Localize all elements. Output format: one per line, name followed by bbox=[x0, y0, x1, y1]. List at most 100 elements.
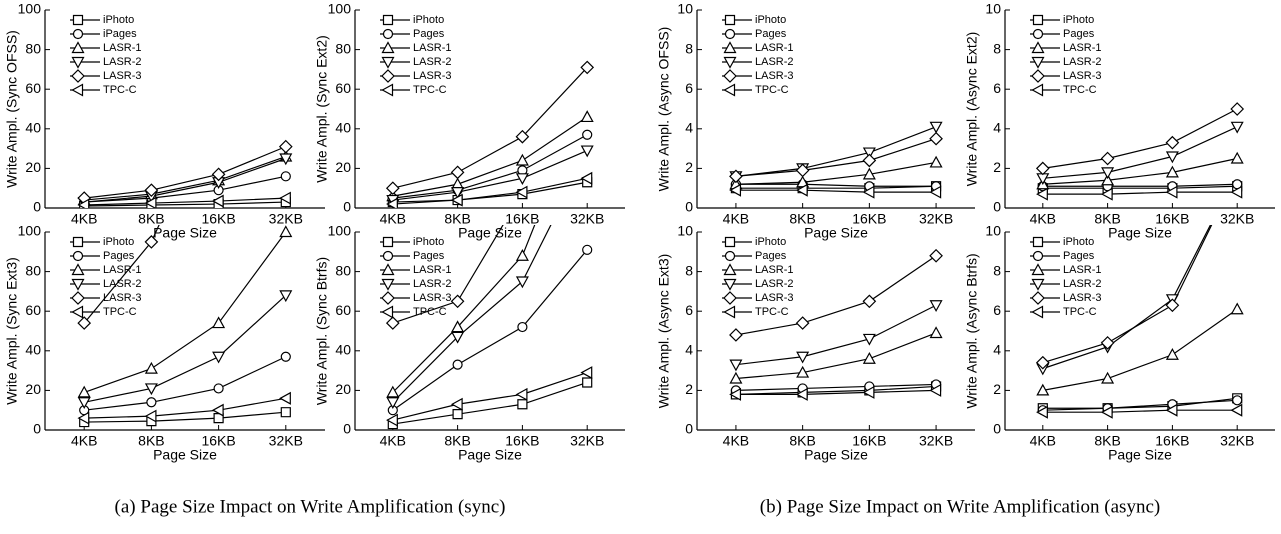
legend-label: LASR-2 bbox=[413, 278, 452, 290]
y-tick-label: 40 bbox=[25, 342, 41, 358]
legend-marker bbox=[74, 252, 83, 261]
legend-label: Pages bbox=[413, 250, 445, 262]
x-axis-label: Page Size bbox=[153, 225, 217, 241]
y-tick-label: 8 bbox=[685, 262, 693, 278]
legend-label: LASR-2 bbox=[413, 56, 452, 68]
series-line bbox=[393, 151, 587, 201]
y-tick-label: 0 bbox=[343, 421, 351, 437]
legend-marker bbox=[724, 292, 736, 304]
y-tick-label: 6 bbox=[993, 302, 1001, 318]
y-tick-label: 0 bbox=[33, 421, 41, 437]
series-line bbox=[84, 159, 286, 203]
x-tick-label: 4KB bbox=[71, 433, 97, 449]
y-tick-label: 100 bbox=[18, 223, 42, 239]
legend-marker bbox=[724, 70, 736, 82]
marker bbox=[582, 367, 592, 378]
y-tick-label: 60 bbox=[25, 302, 41, 318]
x-axis-label: Page Size bbox=[804, 225, 868, 241]
series-line bbox=[393, 373, 587, 421]
marker bbox=[1232, 153, 1243, 163]
legend-label: LASR-3 bbox=[103, 292, 142, 304]
legend-marker bbox=[74, 238, 83, 247]
legend-marker bbox=[74, 30, 83, 39]
marker bbox=[518, 400, 527, 409]
caption: (a) Page Size Impact on Write Amplificat… bbox=[115, 496, 506, 517]
legend-label: Pages bbox=[1063, 250, 1095, 262]
legend-marker bbox=[73, 85, 83, 96]
legend-marker bbox=[1033, 307, 1043, 318]
legend-label: LASR-1 bbox=[1063, 42, 1102, 54]
marker bbox=[280, 227, 291, 237]
legend-marker bbox=[384, 238, 393, 247]
legend-label: LASR-1 bbox=[755, 264, 794, 276]
marker bbox=[583, 245, 592, 254]
legend-label: LASR-2 bbox=[755, 278, 794, 290]
y-tick-label: 80 bbox=[25, 40, 41, 56]
legend-label: LASR-1 bbox=[413, 264, 452, 276]
legend-marker bbox=[74, 16, 83, 25]
series-line bbox=[736, 184, 936, 186]
series-line bbox=[1043, 400, 1237, 410]
legend-label: iPages bbox=[103, 28, 137, 40]
marker bbox=[864, 353, 875, 363]
y-tick-label: 6 bbox=[993, 80, 1001, 96]
marker bbox=[280, 393, 290, 404]
marker bbox=[930, 250, 942, 262]
y-tick-label: 2 bbox=[993, 381, 1001, 397]
series-line bbox=[1043, 159, 1237, 185]
x-tick-label: 4KB bbox=[1030, 433, 1056, 449]
legend-label: LASR-2 bbox=[755, 56, 794, 68]
y-tick-label: 60 bbox=[335, 80, 351, 96]
y-tick-label: 4 bbox=[993, 120, 1001, 136]
marker bbox=[213, 352, 224, 362]
legend-label: TPC-C bbox=[1063, 84, 1097, 96]
marker bbox=[387, 182, 399, 194]
marker bbox=[1231, 167, 1243, 179]
series-line bbox=[736, 384, 936, 390]
y-tick-label: 8 bbox=[993, 262, 1001, 278]
marker bbox=[1102, 337, 1114, 349]
legend-marker bbox=[1034, 252, 1043, 261]
y-axis-label: Write Ampl. (Sync Ext2) bbox=[314, 35, 330, 183]
legend-marker bbox=[384, 252, 393, 261]
marker bbox=[79, 387, 90, 397]
marker bbox=[453, 360, 462, 369]
x-tick-label: 4KB bbox=[71, 211, 97, 227]
legend-marker bbox=[1034, 238, 1043, 247]
legend-marker bbox=[726, 16, 735, 25]
legend-label: LASR-2 bbox=[103, 278, 142, 290]
marker bbox=[146, 363, 157, 373]
y-tick-label: 8 bbox=[685, 40, 693, 56]
marker bbox=[1166, 137, 1178, 149]
y-tick-label: 20 bbox=[25, 159, 41, 175]
legend-label: LASR-2 bbox=[103, 56, 142, 68]
y-axis-label: Write Ampl. (Sync Btrfs) bbox=[314, 257, 330, 405]
legend-label: iPhoto bbox=[103, 14, 134, 26]
y-tick-label: 100 bbox=[328, 1, 352, 17]
series-line bbox=[736, 127, 936, 177]
marker bbox=[281, 408, 290, 417]
y-tick-label: 0 bbox=[993, 421, 1001, 437]
y-axis-label: Write Ampl. (Async Btrfs) bbox=[964, 253, 980, 408]
series-line bbox=[736, 190, 936, 192]
y-tick-label: 0 bbox=[685, 199, 693, 215]
y-tick-label: 20 bbox=[335, 159, 351, 175]
series-line bbox=[736, 139, 936, 177]
series-line bbox=[84, 147, 286, 198]
x-tick-label: 4KB bbox=[380, 211, 406, 227]
marker bbox=[1231, 103, 1243, 115]
legend-label: Pages bbox=[755, 28, 787, 40]
legend-label: TPC-C bbox=[413, 306, 447, 318]
marker bbox=[387, 398, 398, 408]
y-tick-label: 60 bbox=[25, 80, 41, 96]
legend-label: LASR-3 bbox=[755, 292, 794, 304]
x-tick-label: 32KB bbox=[919, 211, 953, 227]
y-tick-label: 10 bbox=[985, 223, 1001, 239]
x-tick-label: 4KB bbox=[723, 211, 749, 227]
legend-marker bbox=[383, 85, 393, 96]
legend-label: TPC-C bbox=[103, 306, 137, 318]
series-line bbox=[1043, 309, 1237, 390]
